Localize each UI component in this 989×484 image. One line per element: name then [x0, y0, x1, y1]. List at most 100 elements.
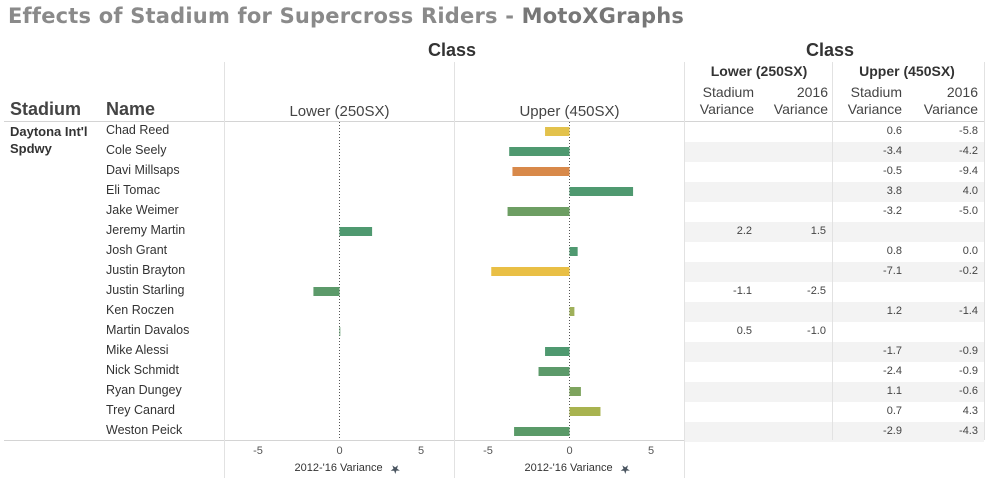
rider-name: Weston Peick — [106, 423, 183, 437]
stadium-header: Stadium — [10, 99, 82, 119]
table-cell: -1.7 — [883, 345, 902, 357]
rider-name: Cole Seely — [106, 143, 167, 157]
table-cell: 4.0 — [962, 185, 978, 197]
table-cell: -7.1 — [883, 265, 902, 277]
table-cell: -2.9 — [883, 425, 902, 437]
table-row-band — [685, 302, 984, 322]
table-cell: -1.0 — [807, 325, 826, 337]
x-tick-label: -5 — [253, 445, 263, 457]
col-header-lower-stadium: Stadium Variance — [699, 84, 754, 117]
table-group-upper: Upper (450SX) — [859, 63, 955, 79]
pane-header-lower: Lower (250SX) — [289, 103, 390, 120]
rider-name: Mike Alessi — [106, 343, 169, 357]
x-tick-label: -5 — [483, 445, 493, 457]
bar — [569, 407, 601, 416]
table-cell: 4.3 — [962, 405, 978, 417]
rider-name: Justin Starling — [106, 283, 185, 297]
pane-divider-left — [224, 62, 225, 478]
bar — [514, 427, 570, 436]
table-cell: -0.9 — [959, 345, 978, 357]
table-row-band — [685, 262, 984, 282]
x-tick-label: 5 — [417, 445, 425, 457]
bar — [509, 147, 570, 156]
x-tick-label: 5 — [647, 445, 655, 457]
table-cell: -1.4 — [959, 305, 978, 317]
pane-divider-right — [684, 62, 685, 478]
stadium-value: Daytona Int'l Spdwy — [10, 124, 88, 156]
rider-name: Eli Tomac — [106, 183, 160, 197]
bar — [339, 227, 373, 236]
table-cell: 0.8 — [886, 245, 902, 257]
table-cell: 0.7 — [886, 405, 902, 417]
table-right-edge — [984, 62, 985, 440]
rider-name: Martin Davalos — [106, 323, 190, 337]
table-cell: -3.4 — [883, 145, 902, 157]
col-header-upper-stadium: Stadium Variance — [847, 84, 902, 117]
bar — [313, 287, 340, 296]
x-axis-label: 2012-'16 Variance — [294, 462, 383, 474]
table-cell: -0.9 — [959, 365, 978, 377]
bar — [545, 347, 570, 356]
table-row-band — [685, 382, 984, 402]
table-cell: -1.1 — [733, 285, 752, 297]
footer-divider — [4, 440, 684, 441]
bar — [569, 187, 634, 196]
table-cell: 1.2 — [886, 305, 902, 317]
table-row-band — [685, 422, 984, 442]
table-cell: -4.3 — [959, 425, 978, 437]
rider-name: Ken Roczen — [106, 303, 175, 317]
x-tick-label: 0 — [566, 445, 573, 457]
table-cell: -4.2 — [959, 145, 978, 157]
table-cell: 1.5 — [810, 225, 826, 237]
col-header-upper-2016: 2016 Variance — [923, 84, 978, 117]
col-header-lower-2016: 2016 Variance — [773, 84, 828, 117]
bar — [545, 127, 570, 136]
table-cell: 2.2 — [736, 225, 752, 237]
name-header: Name — [106, 99, 156, 119]
table-cell: 0.0 — [962, 245, 978, 257]
rider-name: Trey Canard — [106, 403, 176, 417]
x-axis-label: 2012-'16 Variance — [524, 462, 613, 474]
rider-name: Justin Brayton — [106, 263, 186, 277]
table-cell: -0.2 — [959, 265, 978, 277]
chart-title: Effects of Stadium for Supercross Riders… — [8, 4, 685, 28]
table-divider — [832, 62, 833, 440]
rider-name: Chad Reed — [106, 123, 170, 137]
table-cell: -9.4 — [959, 165, 978, 177]
bar — [569, 307, 575, 316]
rider-name: Jeremy Martin — [106, 223, 186, 237]
rider-name: Ryan Dungey — [106, 383, 182, 397]
table-row-band — [685, 342, 984, 362]
rider-name: Nick Schmidt — [106, 363, 179, 377]
class-header-left: Class — [428, 40, 477, 60]
x-tick-label: 0 — [336, 445, 343, 457]
pane-divider-mid — [454, 62, 455, 478]
bar — [569, 387, 581, 396]
bar — [507, 207, 570, 216]
table-cell: 0.6 — [886, 125, 902, 137]
bar — [339, 327, 341, 336]
table-row-band — [685, 182, 984, 202]
table-row-band — [685, 222, 984, 242]
table-cell: 0.5 — [736, 325, 752, 337]
pane-header-upper: Upper (450SX) — [519, 103, 620, 120]
table-cell: -3.2 — [883, 205, 902, 217]
rider-name: Jake Weimer — [106, 203, 179, 217]
table-cell: -5.0 — [959, 205, 978, 217]
bar — [569, 247, 578, 256]
table-group-lower: Lower (250SX) — [710, 63, 808, 79]
bar — [491, 267, 570, 276]
table-cell: -5.8 — [959, 125, 978, 137]
rider-name: Josh Grant — [106, 243, 168, 257]
table-row-band — [685, 142, 984, 162]
table-cell: -2.5 — [807, 285, 826, 297]
header-divider — [4, 121, 984, 122]
table-cell: -2.4 — [883, 365, 902, 377]
bar — [512, 167, 570, 176]
bar — [538, 367, 570, 376]
class-header-right: Class — [806, 40, 855, 60]
table-cell: 3.8 — [886, 185, 902, 197]
table-cell: -0.5 — [883, 165, 902, 177]
table-cell: -0.6 — [959, 385, 978, 397]
rider-name: Davi Millsaps — [106, 163, 180, 177]
